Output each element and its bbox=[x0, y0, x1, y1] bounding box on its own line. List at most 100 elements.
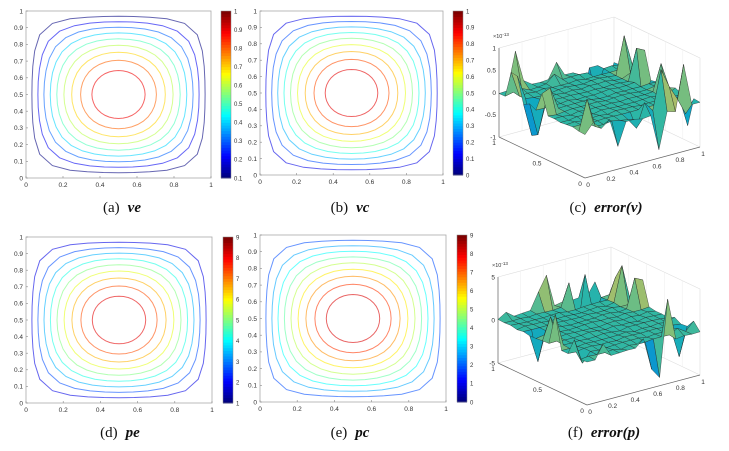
colorbar-segment bbox=[457, 290, 467, 294]
colorbar-segment bbox=[223, 256, 233, 260]
colorbar-segment bbox=[221, 141, 231, 146]
y-tick-label: 0.4 bbox=[14, 109, 23, 116]
colorbar-segment bbox=[453, 106, 463, 110]
contour-line bbox=[289, 37, 414, 149]
colorbar-segment bbox=[453, 16, 463, 20]
colorbar-segment bbox=[221, 166, 231, 171]
x-tick-label: 0 bbox=[258, 406, 262, 413]
caption-b: (b) vc bbox=[330, 200, 370, 216]
x-tick-label: 0.8 bbox=[404, 406, 413, 413]
colorbar-segment bbox=[453, 123, 463, 127]
colorbar-tick-label: 1 bbox=[466, 9, 470, 15]
colorbar-segment bbox=[221, 102, 231, 107]
contour-line bbox=[325, 293, 381, 344]
colorbar-segment bbox=[223, 275, 233, 279]
colorbar-segment bbox=[221, 69, 231, 73]
colorbar-tick-label: 9 bbox=[470, 233, 474, 239]
colorbar-segment bbox=[221, 164, 231, 168]
colorbar-segment bbox=[223, 389, 233, 393]
x-tick-label: 0 bbox=[258, 179, 262, 186]
colorbar-segment bbox=[453, 101, 463, 105]
colorbar-tick-label: 0.2 bbox=[234, 158, 243, 164]
y-tick-label: 0.5 bbox=[14, 92, 23, 99]
y-tick-label: 0.3 bbox=[14, 351, 23, 358]
contour-line bbox=[80, 285, 158, 355]
x-tick-label: 0.6 bbox=[365, 179, 374, 186]
colorbar-segment bbox=[457, 299, 467, 303]
colorbar-segment bbox=[457, 282, 467, 286]
colorbar-segment bbox=[221, 88, 231, 93]
colorbar-segment bbox=[221, 119, 231, 123]
y-tick-label: 0.9 bbox=[248, 25, 257, 32]
colorbar-segment bbox=[223, 272, 233, 277]
colorbar-segment bbox=[221, 55, 231, 59]
colorbar-segment bbox=[223, 261, 233, 266]
colorbar-segment bbox=[457, 265, 467, 269]
colorbar-segment bbox=[221, 24, 231, 29]
contour-line bbox=[43, 252, 195, 388]
colorbar-segment bbox=[457, 329, 467, 333]
x-tick-label: 0 bbox=[24, 407, 28, 414]
contour-line bbox=[91, 295, 147, 345]
colorbar-segment bbox=[223, 358, 233, 362]
colorbar-tick-label: 0.7 bbox=[466, 59, 475, 65]
y-tick-label: 0.3 bbox=[14, 125, 23, 132]
colorbar-segment bbox=[457, 354, 467, 358]
x-tick-label: 0.6 bbox=[653, 391, 662, 398]
colorbar-frame bbox=[456, 234, 468, 403]
colorbar-segment bbox=[221, 161, 231, 165]
x-tick-label: 0 bbox=[588, 409, 592, 416]
y-tick-label: 0.6 bbox=[248, 299, 257, 306]
colorbar-segment bbox=[457, 365, 467, 370]
y-tick-label: 0.2 bbox=[248, 366, 257, 373]
colorbar-segment bbox=[223, 322, 233, 327]
colorbar-tick-label: 0.6 bbox=[466, 75, 475, 81]
x-tick-label: 0.2 bbox=[58, 182, 67, 189]
z-tick-label: 0 bbox=[491, 317, 495, 324]
colorbar-segment bbox=[453, 131, 463, 135]
colorbar-segment bbox=[221, 52, 231, 57]
axis-line bbox=[497, 362, 588, 406]
colorbar-tick-label: 3 bbox=[236, 360, 240, 366]
colorbar-segment bbox=[453, 30, 463, 34]
colorbar-tick-label: 4 bbox=[470, 326, 474, 332]
colorbar-segment bbox=[223, 391, 233, 396]
contour-line bbox=[43, 26, 194, 163]
colorbar-segment bbox=[223, 333, 233, 338]
colorbar-segment bbox=[453, 112, 463, 116]
x-tick-label: 0.2 bbox=[606, 176, 615, 183]
colorbar-tick-label: 0.1 bbox=[466, 157, 475, 163]
contour-line bbox=[56, 38, 181, 151]
x-tick-label: 0 bbox=[24, 182, 28, 189]
colorbar-segment bbox=[223, 292, 233, 296]
colorbar-segment bbox=[221, 147, 231, 151]
colorbar-segment bbox=[221, 27, 231, 31]
colorbar-segment bbox=[453, 46, 463, 50]
colorbar-segment bbox=[457, 243, 467, 247]
contour-line bbox=[283, 256, 423, 381]
colorbar-segment bbox=[223, 300, 233, 304]
colorbar-segment bbox=[221, 105, 231, 109]
contour-line bbox=[56, 264, 182, 376]
colorbar-tick-label: 0 bbox=[470, 400, 474, 406]
colorbar-segment bbox=[453, 73, 463, 78]
y-tick-label: 0.2 bbox=[248, 140, 257, 147]
axis-box-line bbox=[497, 246, 612, 278]
colorbar-segment bbox=[223, 380, 233, 385]
colorbar-segment bbox=[453, 79, 463, 83]
colorbar-segment bbox=[453, 65, 463, 69]
y-tick-label: 0.5 bbox=[248, 90, 257, 97]
y-tick-label: 0 bbox=[253, 172, 257, 179]
colorbar-segment bbox=[457, 246, 467, 250]
surface-patch bbox=[580, 356, 596, 363]
colorbar-segment bbox=[221, 47, 231, 51]
colorbar-segment bbox=[223, 367, 233, 371]
colorbar-segment bbox=[457, 235, 467, 239]
colorbar-segment bbox=[457, 396, 467, 400]
y-tick-label: 0 bbox=[253, 399, 257, 406]
colorbar-segment bbox=[223, 314, 233, 318]
colorbar-segment bbox=[457, 276, 467, 281]
colorbar-segment bbox=[221, 172, 231, 176]
z-tick-label: 0 bbox=[492, 90, 496, 97]
colorbar-segment bbox=[223, 303, 233, 307]
